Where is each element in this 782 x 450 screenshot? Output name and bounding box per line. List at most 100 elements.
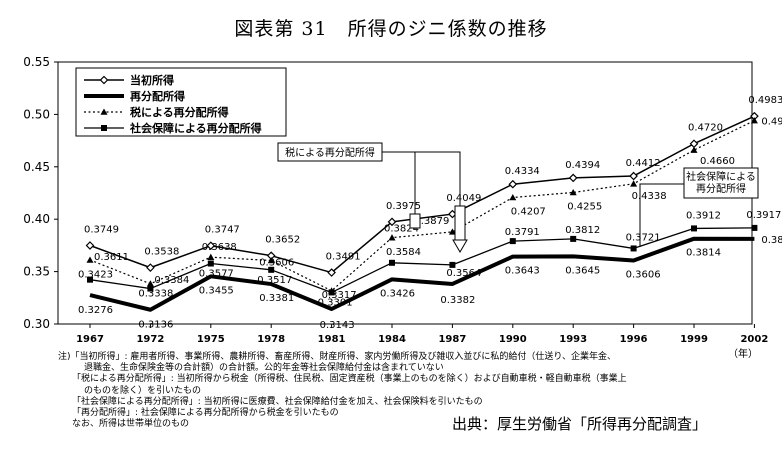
note-line: 「税による再分配所得」: 当初所得から税金（所得税、住民税、固定資産税（事業上の…: [72, 374, 627, 385]
data-label: 0.4338: [632, 191, 667, 202]
legend-label: 再分配所得: [130, 89, 185, 103]
tax-redistribution-point: [569, 188, 577, 196]
social-security-point: [328, 289, 335, 296]
social-security-line: [89, 227, 755, 294]
chart-title: 図表第 31 所得のジニ係数の推移: [234, 18, 548, 40]
initial-income-point: [689, 139, 699, 149]
footnotes: 注)「当初所得」: 雇用者所得、事業所得、農耕所得、畜産所得、財産所得、家内労働…: [58, 352, 718, 430]
data-label: 0.3382: [440, 295, 475, 306]
data-label: 0.4334: [505, 166, 540, 177]
source-note: 出典：厚生労働省「所得再分配調査」: [452, 415, 708, 433]
legend-marker: [100, 108, 108, 115]
data-label: 0.3721: [626, 232, 661, 243]
data-label: 0.3381: [259, 293, 294, 304]
data-label: 0.3317: [322, 290, 357, 301]
tax-redistribution-point: [509, 194, 517, 201]
social-security-point: [570, 235, 577, 242]
data-label: 0.4394: [565, 160, 600, 171]
data-label: 0.3426: [380, 288, 415, 299]
annotation-leader: [639, 183, 684, 247]
data-label: 0.3652: [265, 235, 300, 246]
data-label: 0.3749: [84, 225, 119, 236]
annotation-label: 税による再分配所得: [285, 146, 375, 159]
data-label: 0.3517: [257, 275, 292, 286]
annotation-arrowhead: [452, 239, 468, 253]
x-tick-label: 1987: [438, 334, 466, 345]
social-security-point: [751, 224, 758, 231]
data-label: 0.3338: [138, 289, 173, 300]
data-label: 0.3611: [94, 252, 129, 263]
data-label: 0.3564: [446, 268, 481, 279]
y-tick-label: 0.30: [23, 317, 50, 331]
tax-redistribution-point: [388, 234, 396, 241]
data-label: 0.4255: [567, 201, 602, 212]
y-tick-label: 0.45: [23, 160, 50, 174]
tax-redistribution-point: [267, 256, 275, 264]
tax-redistribution-line: [89, 120, 755, 292]
y-tick-label: 0.35: [23, 265, 50, 279]
data-label: 0.3791: [505, 227, 540, 238]
note-line: のものを除く）を引いたもの: [84, 385, 202, 396]
data-label: 0.3384: [154, 275, 189, 286]
x-tick-label: 1984: [378, 334, 406, 345]
legend-label: 税による再分配所得: [130, 105, 229, 119]
initial-income-point: [568, 173, 578, 183]
annotation-arrow: [454, 205, 466, 241]
data-label: 0.3812: [565, 225, 600, 236]
data-label: 0.3606: [626, 269, 661, 280]
data-label: 0.3638: [202, 242, 237, 253]
initial-income-line: [89, 115, 755, 274]
note-line: 退職金、生命保険金等の合計額）の合計額。公的年金等社会保障給付金は含まれていない: [84, 363, 444, 374]
data-label: 0.3301: [318, 297, 353, 308]
data-label: 0.4207: [511, 207, 546, 218]
initial-income-point: [146, 263, 155, 272]
data-label: 0.3136: [138, 320, 173, 331]
x-tick-label: 1981: [318, 334, 346, 345]
note-line: 「再分配所得」: 社会保障による再分配所得から税金を引いたもの: [72, 408, 339, 419]
data-label: 0.3491: [326, 252, 361, 263]
y-tick-label: 0.55: [23, 55, 50, 69]
x-tick-label: 1993: [559, 334, 587, 345]
tax-redistribution-point: [690, 146, 698, 153]
annotation-leader: [382, 151, 461, 206]
x-tick-label: 1978: [257, 334, 285, 345]
annotation-label: 社会保障による: [686, 170, 756, 183]
data-label: 0.3812: [761, 235, 782, 246]
legend-label: 社会保障による再分配所得: [129, 121, 262, 135]
tax-redistribution-point: [207, 253, 215, 260]
annotation-label: 再分配所得: [696, 183, 746, 195]
initial-income-point: [206, 241, 216, 251]
data-label: 0.3455: [199, 285, 234, 296]
tax-redistribution-point: [146, 280, 154, 287]
data-label: 0.3606: [259, 257, 294, 268]
y-tick-label: 0.50: [23, 107, 50, 121]
data-label: 0.3917: [746, 210, 781, 221]
data-label: 0.4941: [761, 117, 782, 128]
data-label: 0.4983: [748, 95, 782, 106]
data-label: 0.4720: [688, 123, 723, 134]
data-label: 0.3143: [320, 320, 355, 331]
data-label: 0.3577: [199, 269, 234, 280]
y-tick-label: 0.40: [23, 212, 50, 226]
data-label: 0.3824: [384, 224, 419, 235]
x-tick-label: 1972: [136, 334, 164, 345]
note-line: なお、所得は世帯単位のもの: [72, 419, 190, 430]
x-axis-unit: （年）: [728, 347, 758, 360]
x-tick-label: 1967: [76, 334, 104, 345]
data-label: 0.3747: [205, 225, 240, 236]
data-label: 0.4412: [626, 158, 661, 169]
data-label: 0.3538: [144, 247, 179, 258]
note-line: 注)「当初所得」: 雇用者所得、事業所得、農耕所得、畜産所得、財産所得、家内労働…: [58, 352, 617, 362]
data-label: 0.3912: [686, 210, 721, 221]
data-label: 0.3814: [686, 248, 721, 259]
legend-marker: [99, 75, 109, 85]
social-security-point: [449, 261, 456, 268]
data-label: 0.4049: [446, 193, 481, 204]
legend-label: 当初所得: [130, 73, 174, 87]
tax-redistribution-point: [448, 228, 456, 235]
social-security-point: [630, 245, 637, 252]
legend-marker: [101, 125, 107, 131]
note-line: 「社会保障による再分配所得」: 当初所得に医療費、社会保障給付金を加え、社会保険…: [72, 396, 483, 407]
data-label: 0.3645: [565, 265, 600, 276]
annotation-arrow: [409, 213, 421, 229]
